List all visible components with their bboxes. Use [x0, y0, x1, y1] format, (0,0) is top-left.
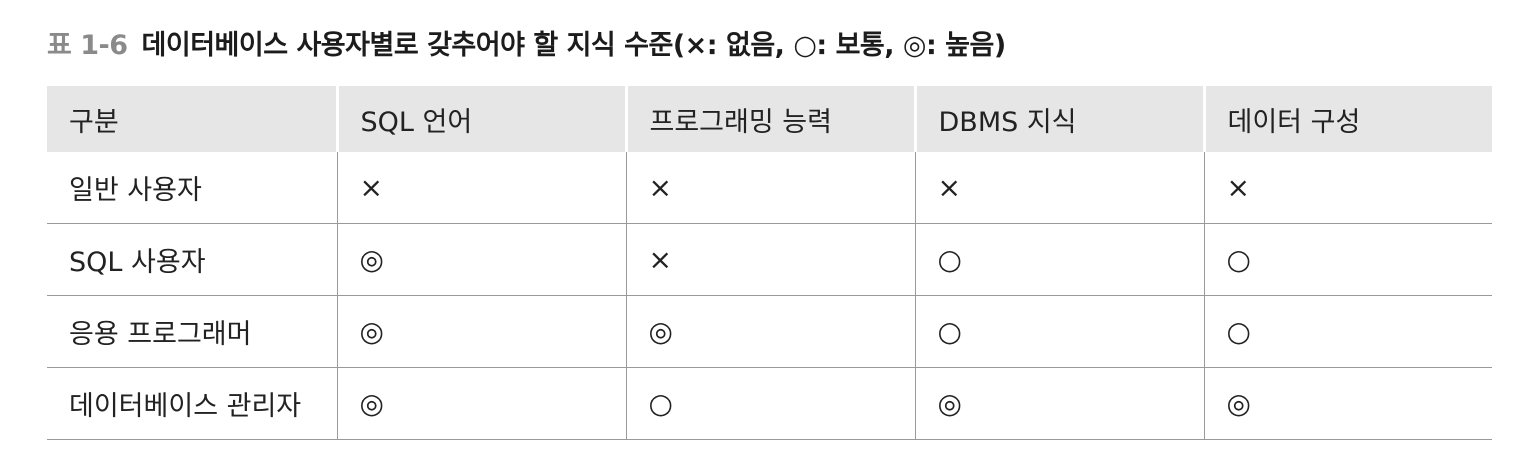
- level-mark: ○: [1203, 223, 1492, 296]
- row-label: SQL 사용자: [47, 223, 337, 296]
- level-mark: ○: [914, 223, 1204, 296]
- table-row: SQL 사용자 ◎ × ○ ○: [47, 223, 1492, 296]
- level-mark: ◎: [914, 367, 1204, 440]
- table-row: 응용 프로그래머 ◎ ◎ ○ ○: [47, 295, 1492, 368]
- table-caption: 표 1-6 데이터베이스 사용자별로 갖추어야 할 지식 수준(×: 없음, ○:…: [47, 24, 1006, 68]
- table-title: 데이터베이스 사용자별로 갖추어야 할 지식 수준(×: 없음, ○: 보통, …: [141, 30, 1007, 61]
- table-number: 표 1-6: [47, 30, 128, 61]
- level-mark: ◎: [625, 295, 915, 368]
- level-mark: ×: [914, 152, 1204, 224]
- level-mark: ○: [914, 295, 1204, 368]
- level-mark: ×: [1203, 152, 1492, 224]
- row-label: 데이터베이스 관리자: [47, 367, 337, 440]
- table-row: 일반 사용자 × × × ×: [47, 152, 1492, 224]
- row-label: 응용 프로그래머: [47, 295, 337, 368]
- header-data-structure: 데이터 구성: [1202, 86, 1492, 152]
- header-programming-ability: 프로그래밍 능력: [624, 86, 915, 152]
- row-label: 일반 사용자: [47, 152, 337, 224]
- header-category: 구분: [47, 86, 337, 152]
- level-mark: ×: [625, 152, 915, 224]
- level-mark: ◎: [1203, 367, 1492, 440]
- level-mark: ◎: [336, 223, 626, 296]
- level-mark: ◎: [336, 295, 626, 368]
- level-mark: ×: [625, 223, 915, 296]
- level-mark: ○: [1203, 295, 1492, 368]
- level-mark: ○: [625, 367, 915, 440]
- table-row: 데이터베이스 관리자 ◎ ○ ◎ ◎: [47, 367, 1492, 440]
- table-header-row: 구분 SQL 언어 프로그래밍 능력 DBMS 지식 데이터 구성: [47, 86, 1492, 152]
- header-dbms-knowledge: DBMS 지식: [913, 86, 1204, 152]
- level-mark: ◎: [336, 367, 626, 440]
- knowledge-level-table: 구분 SQL 언어 프로그래밍 능력 DBMS 지식 데이터 구성 일반 사용자…: [47, 86, 1492, 440]
- header-sql-language: SQL 언어: [335, 86, 626, 152]
- level-mark: ×: [336, 152, 626, 224]
